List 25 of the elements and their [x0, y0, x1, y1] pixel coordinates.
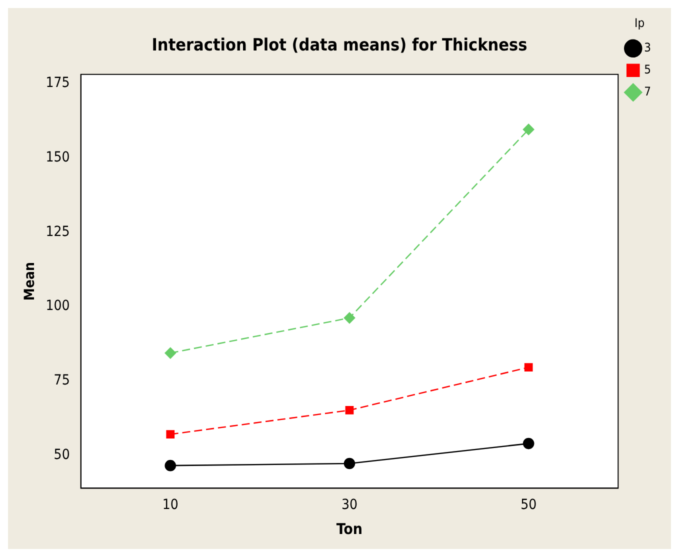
y-tick-label: 175: [46, 74, 70, 91]
x-axis-title: Ton: [336, 520, 363, 538]
point: [524, 363, 533, 372]
legend-label: 7: [644, 84, 652, 99]
y-tick-label: 125: [46, 224, 70, 240]
point: [164, 460, 176, 472]
x-tick-label: 10: [162, 497, 178, 514]
point: [164, 347, 176, 359]
y-tick-label: 100: [46, 298, 70, 314]
chart-title: Interaction Plot (data means) for Thickness: [152, 36, 528, 56]
x-tick-label: 30: [341, 497, 358, 514]
legend-label: 5: [644, 62, 652, 77]
legend-label: 3: [644, 40, 652, 55]
point: [344, 458, 356, 470]
point: [344, 312, 356, 324]
x-tick-label: 50: [520, 497, 537, 514]
legend-title: Ip: [634, 16, 645, 30]
y-tick-label: 75: [54, 372, 70, 389]
point: [166, 430, 175, 438]
point: [522, 438, 534, 450]
y-tick-label: 150: [46, 149, 70, 166]
y-axis-title: Mean: [22, 262, 38, 301]
y-tick-label: 50: [54, 447, 70, 464]
point: [522, 124, 534, 136]
point: [345, 406, 354, 414]
